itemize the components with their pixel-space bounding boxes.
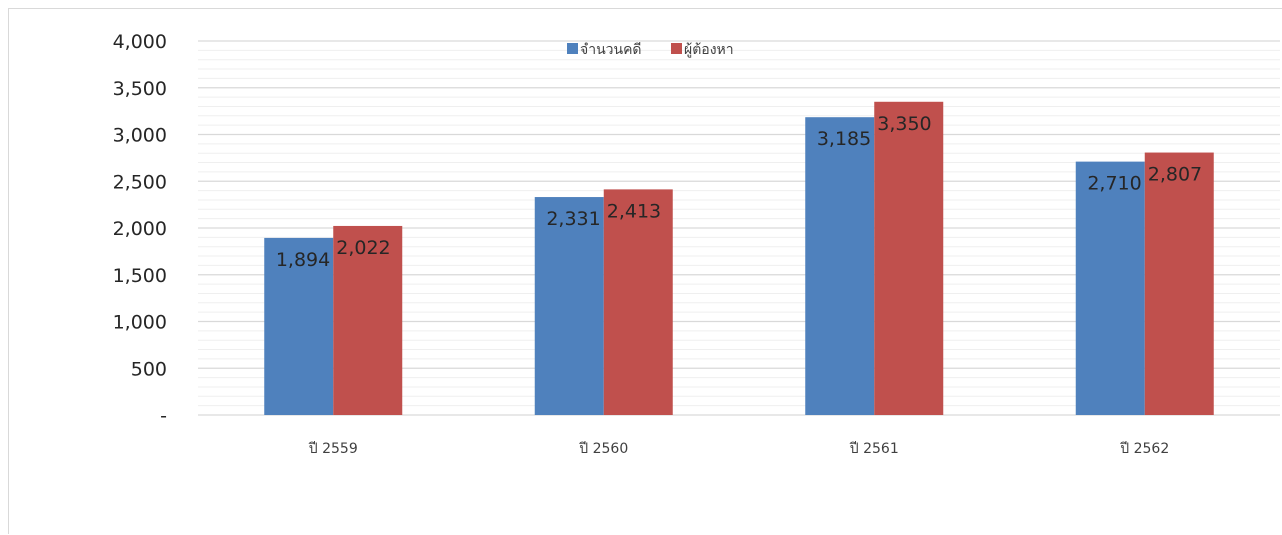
chart-area: -500 1,000 1,500 2,000 2,500 3,000 3,500 4,000 … <box>8 8 1282 534</box>
legend-swatch-suspects <box>671 43 682 54</box>
x-tick-label: ปี 2560 <box>579 441 628 457</box>
y-tick-label: 3,000 <box>113 125 167 147</box>
data-labels: 1,894 2,022 2,331 2,413 3,185 3,350 2,710 2,807 <box>276 113 1202 271</box>
data-label: 2,807 <box>1148 164 1202 186</box>
y-tick-label: 4,000 <box>113 31 167 53</box>
legend[interactable]: จำนวนคดี ผู้ต้องหา <box>567 42 734 58</box>
bar-cases <box>534 197 604 415</box>
x-tick-label: ปี 2561 <box>849 441 898 457</box>
x-axis-ticks: ปี 2559 ปี 2560 ปี 2561 ปี 2562 <box>308 441 1169 457</box>
bar-suspects <box>333 225 403 415</box>
y-tick-label: 1,000 <box>113 312 167 334</box>
y-tick-label: 500 <box>131 358 167 380</box>
y-axis-ticks: - 500 1,000 1,500 2,000 2,500 3,000 3,500 4,000 <box>113 31 167 427</box>
data-label: 2,022 <box>336 237 390 259</box>
data-label: 2,413 <box>607 200 661 222</box>
y-tick-label: 1,500 <box>113 265 167 287</box>
y-tick-label: 2,000 <box>113 218 167 240</box>
y-tick-label: 3,500 <box>113 78 167 100</box>
data-label: 2,331 <box>546 208 600 230</box>
y-tick-label: 2,500 <box>113 171 167 193</box>
legend-label: ผู้ต้องหา <box>684 42 734 58</box>
x-tick-label: ปี 2562 <box>1120 441 1169 457</box>
bar-cases <box>805 117 875 415</box>
legend-swatch-cases <box>567 43 578 54</box>
bar-chart: -5001,0001,5002,0002,5003,0003,5004,000 … <box>113 31 1280 457</box>
bars <box>264 101 1214 416</box>
bar-suspects <box>1144 152 1214 415</box>
x-tick-label: ปี 2559 <box>308 441 357 457</box>
legend-label: จำนวนคดี <box>580 42 642 58</box>
y-tick-label: - <box>160 405 167 427</box>
data-label: 2,710 <box>1087 173 1141 195</box>
bar-suspects <box>603 189 673 415</box>
data-label: 3,350 <box>877 113 931 135</box>
bar-suspects <box>874 101 944 416</box>
bar-cases <box>1075 161 1145 415</box>
data-label: 3,185 <box>817 128 871 150</box>
data-label: 1,894 <box>276 249 330 271</box>
bar-cases <box>264 237 334 415</box>
